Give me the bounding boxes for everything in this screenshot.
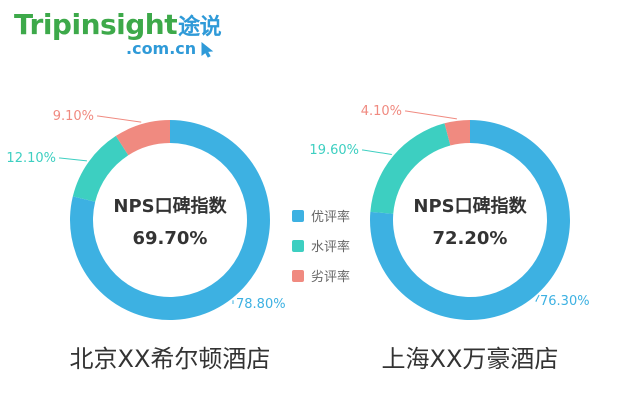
legend-label: 优评率 xyxy=(311,209,350,225)
leader-line-1 xyxy=(535,294,540,302)
hotel-name-shanghai: 上海XX万豪酒店 xyxy=(381,345,559,373)
cursor-arrow-icon xyxy=(201,42,214,58)
center-value: 72.20% xyxy=(433,228,508,249)
logo-domain: .com.cn xyxy=(126,39,197,58)
donut-chart-shanghai: 76.30% 19.60% 4.10% NPS口碑指数 72.20% xyxy=(309,104,590,321)
slice-value-label: 19.60% xyxy=(309,143,359,158)
center-title: NPS口碑指数 xyxy=(113,195,227,217)
tripinsight-logo: Tripinsight途说 .com.cn xyxy=(14,8,222,60)
leader-line-2 xyxy=(362,149,392,155)
slice-value-label: 4.10% xyxy=(361,104,402,119)
center-title: NPS口碑指数 xyxy=(413,195,527,217)
donut-chart-beijing: 78.80% 12.10% 9.10% NPS口碑指数 69.70% xyxy=(6,109,286,320)
leader-line-2 xyxy=(59,157,87,162)
donut-slice-2 xyxy=(72,135,129,202)
leader-line-3 xyxy=(97,115,142,123)
legend-swatch xyxy=(292,240,304,252)
legend-label: 劣评率 xyxy=(311,269,350,285)
legend-label: 水评率 xyxy=(311,239,350,255)
slice-value-label: 78.80% xyxy=(236,297,286,312)
hotel-name-beijing: 北京XX希尔顿酒店 xyxy=(69,345,271,373)
logo-wordmark: Tripinsight途说 xyxy=(14,8,222,41)
slice-value-label: 76.30% xyxy=(540,294,590,309)
leader-line-3 xyxy=(405,110,457,120)
slice-value-label: 12.10% xyxy=(6,151,56,166)
legend-swatch xyxy=(292,210,304,222)
center-value: 69.70% xyxy=(133,228,208,249)
legend-swatch xyxy=(292,270,304,282)
donut-slice-3 xyxy=(444,120,470,146)
slice-value-label: 9.10% xyxy=(53,109,94,124)
donut-slice-3 xyxy=(115,120,170,156)
donut-slice-2 xyxy=(370,123,451,214)
